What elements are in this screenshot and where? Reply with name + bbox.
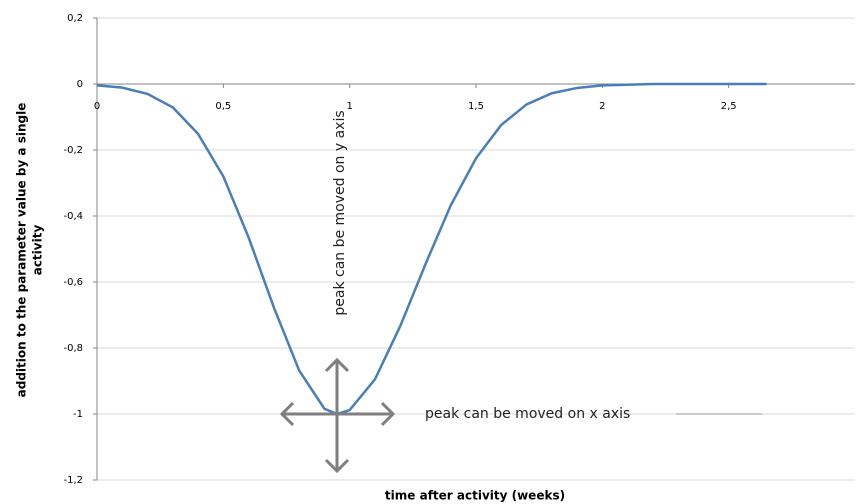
y-tick-label: -0,4 xyxy=(63,211,83,222)
annotation-y: peak can be moved on y axis xyxy=(332,110,348,315)
x-tick-label: 0,5 xyxy=(215,101,231,112)
arrows xyxy=(279,357,762,474)
y-tick-label: -1,2 xyxy=(63,475,83,486)
arrow-head xyxy=(380,401,396,427)
axes: 0,2 0 -0,2 -0,4 -0,6 -0,8 -1 -1,2 0 0,5 1 1,5 2 2,5 xyxy=(63,13,855,486)
y-tick-label: -1 xyxy=(73,409,83,420)
x-tick-label: 2 xyxy=(599,101,605,112)
y-tick-label: -0,2 xyxy=(63,145,83,156)
x-axis-title: time after activity (weeks) xyxy=(385,489,565,503)
x-tick-label: 0 xyxy=(94,101,100,112)
y-tick-label: -0,6 xyxy=(63,277,83,288)
annotation-x: peak can be moved on x axis xyxy=(425,406,630,422)
y-axis-title: activity xyxy=(31,225,45,276)
y-tick-label: -0,8 xyxy=(63,343,83,354)
x-tick-label: 1 xyxy=(346,101,352,112)
arrow-head xyxy=(324,458,350,474)
y-axis-title: addition to the parameter value by a sin… xyxy=(15,103,29,398)
data-line xyxy=(96,82,767,416)
x-tick-label: 1,5 xyxy=(468,101,484,112)
arrow-head xyxy=(279,401,295,427)
x-tick-label: 2,5 xyxy=(721,101,737,112)
y-tick-label: 0,2 xyxy=(67,13,83,24)
y-tick-label: 0 xyxy=(77,79,83,90)
arrow-head xyxy=(324,357,350,373)
